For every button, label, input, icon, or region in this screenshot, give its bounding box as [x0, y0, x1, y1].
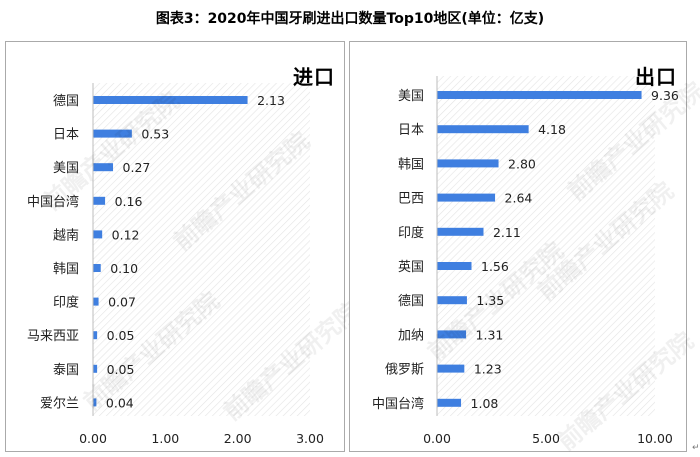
value-label: 0.12	[112, 227, 140, 242]
category-label: 英国	[398, 260, 424, 275]
bar	[93, 364, 98, 373]
category-label: 美国	[398, 89, 424, 104]
bar	[93, 264, 101, 272]
value-label: 0.53	[141, 127, 169, 142]
bar	[93, 96, 248, 104]
bar	[437, 398, 462, 407]
value-label: 1.23	[474, 362, 502, 377]
bar	[93, 398, 97, 407]
bar	[93, 331, 98, 340]
x-tick-label: 3.00	[296, 431, 324, 446]
value-label: 4.18	[538, 122, 566, 137]
value-label: 2.64	[505, 191, 533, 206]
category-label: 泰国	[53, 363, 79, 378]
category-label: 中国台湾	[27, 194, 79, 210]
x-tick-label: 2.00	[224, 431, 252, 446]
bar	[93, 230, 103, 239]
bar	[93, 129, 132, 138]
value-label: 2.11	[493, 225, 521, 240]
value-label: 0.07	[108, 295, 136, 310]
category-label: 中国台湾	[372, 396, 424, 412]
x-tick-label: 0.00	[79, 431, 107, 446]
category-label: 巴西	[398, 192, 424, 207]
bar	[93, 163, 114, 172]
export-bar-chart: 美国 9.36 日本 4.18 韩国 2.80 巴西 2.64 印度 2.11 英国 1.56 德国 1.…	[372, 76, 679, 446]
value-label: 2.80	[508, 156, 536, 171]
import-bar-chart: 德国 2.13 日本 0.53 美国 0.27 中国台湾 0.16 越南 0.12 韩国 0.10 印度…	[27, 83, 324, 446]
bar	[437, 262, 472, 270]
value-label: 0.16	[115, 194, 143, 209]
category-label: 韩国	[398, 157, 424, 172]
value-label: 1.56	[481, 259, 509, 274]
value-label: 1.35	[476, 293, 504, 308]
bar	[437, 91, 642, 99]
bar	[437, 125, 529, 134]
value-label: 1.31	[476, 327, 504, 342]
category-label: 加纳	[398, 328, 424, 343]
plot-area	[93, 83, 310, 416]
bar	[93, 297, 99, 306]
category-label: 爱尔兰	[40, 396, 79, 411]
bar	[437, 364, 465, 373]
category-label: 德国	[53, 94, 79, 109]
category-label: 印度	[398, 225, 424, 241]
category-label: 德国	[398, 294, 424, 309]
x-tick-label: 10.00	[637, 431, 673, 446]
category-label: 越南	[53, 227, 79, 243]
bar	[437, 227, 484, 236]
category-label: 日本	[53, 128, 79, 143]
export-chart-panel: 美国 9.36 日本 4.18 韩国 2.80 巴西 2.64 印度 2.11 英国 1.56 德国 1.…	[349, 41, 700, 456]
category-label: 美国	[53, 161, 79, 176]
value-label: 0.10	[110, 261, 138, 276]
value-label: 2.13	[257, 93, 285, 108]
category-label: 日本	[398, 123, 424, 138]
bar	[437, 296, 467, 305]
value-label: 0.05	[107, 328, 135, 343]
value-label: 0.05	[107, 362, 135, 377]
x-tick-label: 1.00	[151, 431, 179, 446]
value-label: 1.08	[471, 396, 499, 411]
figure-title: 图表3：2020年中国牙刷进出口数量Top10地区(单位：亿支)	[155, 11, 545, 27]
category-label: 韩国	[53, 262, 79, 277]
category-label: 印度	[53, 295, 79, 311]
bar	[93, 196, 106, 205]
value-label: 0.04	[106, 395, 134, 410]
bar	[437, 193, 496, 202]
import-panel-label: 进口	[293, 65, 335, 89]
bar	[437, 330, 467, 339]
category-label: 俄罗斯	[385, 363, 424, 378]
category-label: 马来西亚	[27, 329, 79, 344]
export-panel-label: 出口	[635, 65, 677, 89]
value-label: 0.27	[123, 160, 151, 175]
value-label: 9.36	[651, 88, 679, 103]
x-tick-label: 5.00	[532, 431, 560, 446]
paragraph-return-mark: ↵	[692, 443, 700, 453]
x-tick-label: 0.00	[423, 431, 451, 446]
import-chart-panel: 德国 2.13 日本 0.53 美国 0.27 中国台湾 0.16 越南 0.12 韩国 0.10 印度…	[5, 41, 365, 452]
bar	[437, 159, 499, 168]
